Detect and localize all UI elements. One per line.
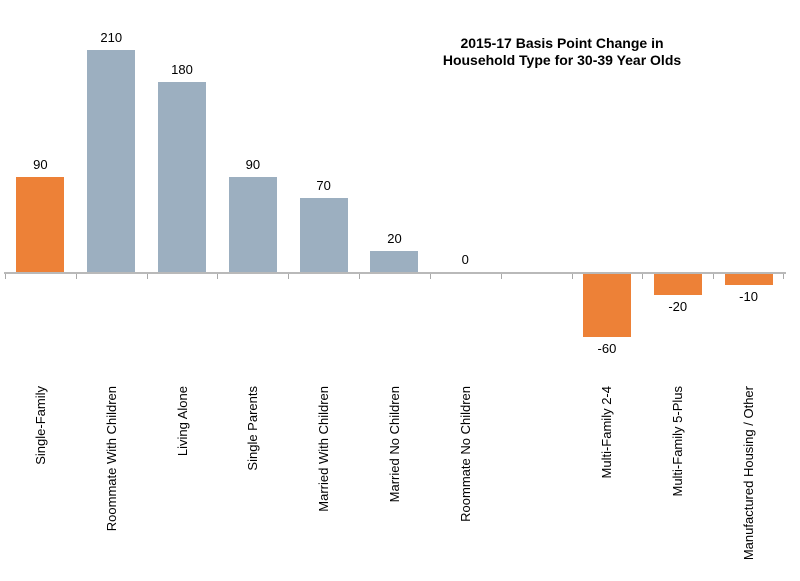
category-label-wrap: Married No Children bbox=[359, 386, 430, 502]
value-label-married-with-children: 70 bbox=[316, 178, 331, 193]
category-label-wrap: Single-Family bbox=[5, 386, 76, 465]
category-label-multi-family-5-plus: Multi-Family 5-Plus bbox=[670, 386, 686, 497]
category-label-wrap: Multi-Family 5-Plus bbox=[642, 386, 713, 497]
category-label-wrap: Single Parents bbox=[217, 386, 288, 471]
x-axis-tick bbox=[146, 272, 148, 279]
x-axis-tick bbox=[217, 272, 219, 279]
category-label-wrap: Multi-Family 2-4 bbox=[572, 386, 643, 478]
category-slot-roommate-no-children: 0 Roommate No Children bbox=[430, 0, 501, 581]
category-slot-multi-family-2-4: -60 Multi-Family 2-4 bbox=[572, 0, 643, 581]
x-axis-tick bbox=[75, 272, 77, 279]
value-label-single-parents: 90 bbox=[245, 157, 261, 172]
category-label-multi-family-2-4: Multi-Family 2-4 bbox=[599, 386, 615, 479]
category-label-roommate-no-children: Roommate No Children bbox=[457, 386, 473, 522]
x-axis-tick bbox=[5, 272, 6, 279]
bar-manufactured-housing-other bbox=[724, 274, 773, 285]
x-axis-tick bbox=[288, 272, 290, 279]
chart-title-line-2: Household Type for 30-39 Year Olds bbox=[442, 52, 682, 68]
category-slot-manufactured-housing-other: -10 Manufactured Housing / Other bbox=[713, 0, 784, 581]
value-label-roommate-no-children: 0 bbox=[461, 252, 469, 267]
category-slot-married-no-children: 20 Married No Children bbox=[359, 0, 430, 581]
value-label-living-alone: 180 bbox=[171, 62, 193, 77]
x-axis-tick bbox=[429, 272, 431, 279]
category-slot-blank bbox=[501, 0, 572, 581]
bar-living-alone bbox=[158, 82, 207, 272]
category-label-wrap: Married With Children bbox=[288, 386, 359, 512]
bar-single-family bbox=[16, 177, 65, 272]
x-axis-tick bbox=[642, 272, 644, 279]
category-label-manufactured-housing-other: Manufactured Housing / Other bbox=[741, 386, 757, 561]
x-axis-tick bbox=[783, 272, 784, 279]
x-axis-line bbox=[4, 272, 786, 274]
category-label-wrap: Living Alone bbox=[147, 386, 218, 456]
category-label-single-parents: Single Parents bbox=[245, 386, 261, 471]
value-label-roommate-with-children: 210 bbox=[100, 30, 123, 45]
x-axis-tick bbox=[500, 272, 502, 279]
category-label-married-no-children: Married No Children bbox=[386, 386, 402, 503]
bar-married-with-children bbox=[299, 198, 348, 272]
x-axis-tick bbox=[713, 272, 715, 279]
category-slot-married-with-children: 70 Married With Children bbox=[288, 0, 359, 581]
category-label-roommate-with-children: Roommate With Children bbox=[103, 386, 119, 532]
value-label-manufactured-housing-other: -10 bbox=[739, 289, 758, 304]
chart-title-line-1: 2015-17 Basis Point Change in bbox=[460, 35, 664, 51]
value-label-married-no-children: 20 bbox=[387, 231, 402, 246]
value-label-multi-family-2-4: -60 bbox=[597, 341, 617, 356]
x-axis-tick bbox=[359, 272, 361, 279]
category-label-wrap: Roommate No Children bbox=[430, 386, 501, 522]
category-label-wrap: Roommate With Children bbox=[76, 386, 147, 531]
bar-multi-family-2-4 bbox=[582, 274, 631, 337]
category-slot-roommate-with-children: 210 Roommate With Children bbox=[76, 0, 147, 581]
bar-roommate-with-children bbox=[87, 50, 136, 272]
category-label-married-with-children: Married With Children bbox=[316, 386, 332, 512]
x-axis-tick bbox=[571, 272, 573, 279]
bar-multi-family-5-plus bbox=[653, 274, 702, 295]
category-slot-living-alone: 180 Living Alone bbox=[147, 0, 218, 581]
bar-single-parents bbox=[228, 177, 277, 272]
category-label-living-alone: Living Alone bbox=[174, 386, 190, 457]
category-label-single-family: Single-Family bbox=[32, 386, 48, 465]
category-slot-single-parents: 90 Single Parents bbox=[217, 0, 288, 581]
bar-married-no-children bbox=[370, 251, 419, 272]
value-label-multi-family-5-plus: -20 bbox=[668, 299, 688, 314]
chart-title: 2015-17 Basis Point Change in Household … bbox=[362, 35, 762, 69]
value-label-single-family: 90 bbox=[33, 157, 48, 172]
plot-area: 90 Single-Family 210 Roommate With Children… bbox=[5, 0, 784, 581]
category-slot-single-family: 90 Single-Family bbox=[5, 0, 76, 581]
category-slot-multi-family-5-plus: -20 Multi-Family 5-Plus bbox=[642, 0, 713, 581]
category-label-wrap: Manufactured Housing / Other bbox=[713, 386, 784, 560]
